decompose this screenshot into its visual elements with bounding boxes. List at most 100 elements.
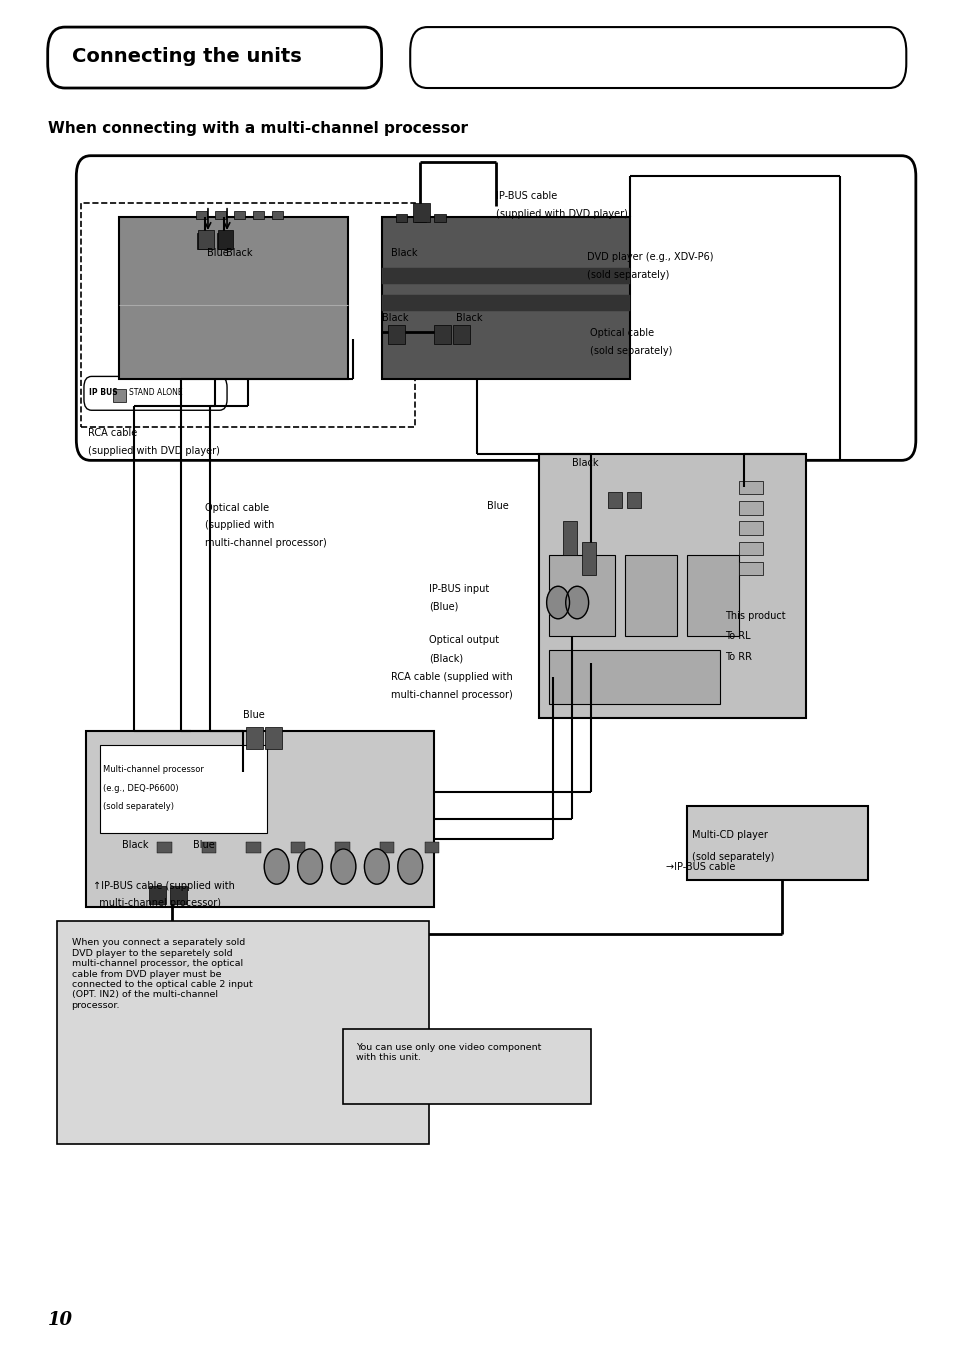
- Text: To RR: To RR: [724, 651, 751, 662]
- Bar: [57, 921, 429, 1144]
- Text: (sold separately): (sold separately): [691, 852, 773, 862]
- Circle shape: [297, 849, 322, 884]
- Bar: [624, 555, 677, 636]
- Text: Blue: Blue: [486, 501, 508, 512]
- Bar: [86, 731, 434, 907]
- Bar: [562, 521, 577, 555]
- Bar: [119, 217, 348, 379]
- Bar: [739, 501, 762, 515]
- Text: Optical cable: Optical cable: [205, 502, 269, 513]
- Text: Black: Black: [391, 248, 417, 259]
- Bar: [415, 214, 426, 222]
- Bar: [149, 886, 166, 904]
- Text: multi-channel processor): multi-channel processor): [205, 538, 327, 548]
- Text: Black: Black: [122, 839, 149, 850]
- Bar: [253, 211, 264, 219]
- Text: Black: Black: [226, 248, 253, 259]
- Bar: [343, 1029, 591, 1104]
- Bar: [739, 542, 762, 555]
- Bar: [395, 214, 407, 222]
- Text: →IP-BUS cable: →IP-BUS cable: [665, 861, 735, 872]
- Text: RCA cable (supplied with: RCA cable (supplied with: [391, 672, 513, 682]
- Bar: [216, 233, 232, 249]
- Text: (sold separately): (sold separately): [586, 269, 668, 280]
- Text: Multi-CD player: Multi-CD player: [691, 830, 767, 841]
- Bar: [246, 727, 263, 749]
- Text: multi-channel processor): multi-channel processor): [391, 689, 513, 700]
- Text: You can use only one video component
with this unit.: You can use only one video component wit…: [355, 1043, 540, 1062]
- Bar: [197, 233, 213, 249]
- Bar: [195, 211, 207, 219]
- Text: DVD player (e.g., XDV-P6): DVD player (e.g., XDV-P6): [586, 252, 713, 263]
- Bar: [581, 542, 596, 575]
- FancyBboxPatch shape: [410, 27, 905, 88]
- Bar: [388, 325, 405, 344]
- Text: Connecting the units: Connecting the units: [71, 47, 301, 66]
- Text: IP-BUS cable: IP-BUS cable: [496, 191, 557, 202]
- Bar: [538, 454, 805, 718]
- Circle shape: [264, 849, 289, 884]
- Bar: [626, 492, 640, 508]
- Text: Optical output: Optical output: [429, 635, 499, 646]
- Bar: [233, 211, 245, 219]
- Text: When you connect a separately sold
DVD player to the separetely sold
multi-chann: When you connect a separately sold DVD p…: [71, 938, 252, 1010]
- Text: (Black): (Black): [429, 653, 463, 663]
- Bar: [424, 842, 438, 853]
- Bar: [739, 481, 762, 494]
- Text: ↑IP-BUS cable (supplied with: ↑IP-BUS cable (supplied with: [92, 880, 234, 891]
- Text: Blue: Blue: [207, 248, 229, 259]
- Bar: [157, 842, 172, 853]
- Text: (sold separately): (sold separately): [589, 345, 671, 356]
- Bar: [265, 727, 282, 749]
- Text: IP BUS: IP BUS: [89, 389, 117, 397]
- Text: 10: 10: [48, 1311, 72, 1330]
- Bar: [548, 650, 720, 704]
- Bar: [381, 268, 629, 284]
- Text: (supplied with: (supplied with: [205, 520, 274, 531]
- Circle shape: [364, 849, 389, 884]
- Bar: [198, 230, 213, 249]
- Text: (sold separately): (sold separately): [103, 803, 173, 811]
- Bar: [170, 886, 187, 904]
- Bar: [214, 211, 226, 219]
- Bar: [453, 325, 470, 344]
- Text: Optical cable: Optical cable: [589, 328, 653, 338]
- FancyBboxPatch shape: [76, 156, 915, 460]
- Text: (Blue): (Blue): [429, 601, 458, 612]
- Bar: [434, 214, 445, 222]
- Bar: [202, 842, 216, 853]
- Bar: [100, 745, 267, 833]
- Bar: [548, 555, 615, 636]
- Bar: [379, 842, 394, 853]
- Text: STAND ALONE: STAND ALONE: [129, 389, 182, 397]
- Text: Blue: Blue: [243, 709, 265, 720]
- FancyBboxPatch shape: [84, 376, 227, 410]
- Text: RCA cable: RCA cable: [88, 428, 137, 439]
- Text: Black: Black: [456, 313, 482, 324]
- Bar: [739, 521, 762, 535]
- Bar: [413, 203, 430, 222]
- Bar: [112, 389, 126, 402]
- Text: To RL: To RL: [724, 631, 750, 642]
- Bar: [381, 217, 629, 379]
- Bar: [686, 555, 739, 636]
- Text: Multi-channel processor: Multi-channel processor: [103, 765, 204, 773]
- Bar: [607, 492, 621, 508]
- Bar: [272, 211, 283, 219]
- Text: Black: Black: [381, 313, 408, 324]
- Bar: [434, 325, 451, 344]
- Text: Blue: Blue: [193, 839, 214, 850]
- Circle shape: [565, 586, 588, 619]
- Bar: [381, 295, 629, 311]
- Text: (e.g., DEQ-P6600): (e.g., DEQ-P6600): [103, 784, 178, 792]
- Bar: [686, 806, 867, 880]
- Text: Black: Black: [572, 458, 598, 468]
- Bar: [291, 842, 305, 853]
- Bar: [335, 842, 350, 853]
- Circle shape: [397, 849, 422, 884]
- Text: multi-channel processor): multi-channel processor): [92, 898, 220, 909]
- Text: (supplied with DVD player): (supplied with DVD player): [88, 445, 219, 456]
- Text: (supplied with DVD player): (supplied with DVD player): [496, 209, 627, 219]
- Text: IP-BUS input: IP-BUS input: [429, 584, 489, 594]
- Bar: [217, 230, 233, 249]
